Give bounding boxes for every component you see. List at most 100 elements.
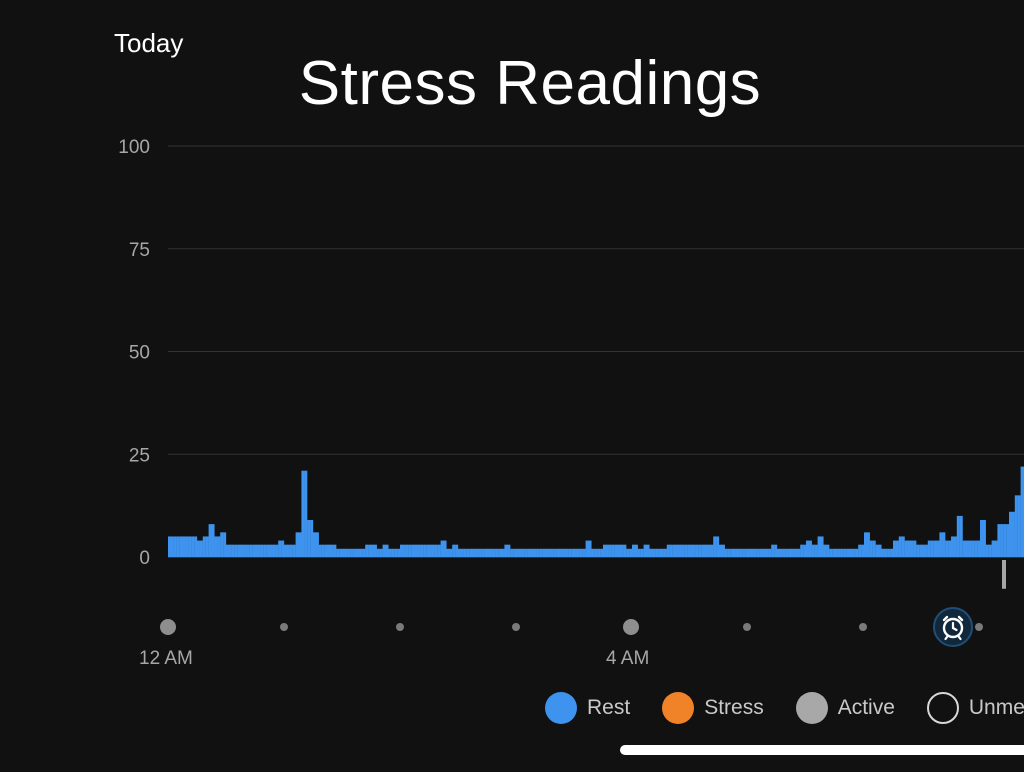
rest-bar: [347, 548, 351, 557]
rest-bar: [750, 548, 754, 557]
rest-bar: [991, 540, 995, 557]
rest-bar: [1020, 466, 1024, 557]
rest-bar: [869, 540, 873, 557]
rest-bar: [426, 544, 430, 557]
rest-bar: [498, 548, 502, 557]
rest-bar: [330, 544, 334, 557]
rest-bar: [458, 548, 462, 557]
rest-bar: [237, 544, 241, 557]
rest-bar: [730, 548, 734, 557]
hour-tick-dot: [396, 623, 404, 631]
rest-bar: [292, 544, 296, 557]
rest-bar: [663, 548, 667, 557]
rest-bar: [266, 544, 270, 557]
rest-bar: [719, 544, 723, 557]
rest-bar: [466, 548, 470, 557]
legend-item-stress: Stress: [662, 692, 764, 724]
rest-bar: [304, 470, 308, 557]
rest-bar: [278, 540, 282, 557]
y-tick-label: 0: [139, 548, 150, 569]
hour-tick-dot: [743, 623, 751, 631]
rest-bar: [855, 548, 859, 557]
rest-bar: [820, 536, 824, 557]
rest-bar: [713, 536, 717, 557]
rest-bar: [661, 548, 665, 557]
rest-bar: [408, 544, 412, 557]
rest-bar: [231, 544, 235, 557]
rest-bar: [866, 532, 870, 557]
rest-bar: [420, 544, 424, 557]
rest-bar: [759, 548, 763, 557]
rest-bar: [634, 544, 638, 557]
rest-bar: [623, 544, 627, 557]
rest-bar: [971, 540, 975, 557]
rest-bar: [475, 548, 479, 557]
rest-bar: [507, 544, 511, 557]
y-tick-label: 25: [129, 445, 150, 466]
rest-bar: [1006, 524, 1010, 557]
rest-bar: [353, 548, 357, 557]
alarm-clock-icon[interactable]: [933, 607, 973, 647]
rest-bar: [797, 548, 801, 557]
rest-bar: [553, 548, 557, 557]
rest-bar: [521, 548, 525, 557]
rest-bar: [953, 536, 957, 557]
rest-bar: [626, 548, 630, 557]
grid-lines: [168, 145, 1024, 558]
rest-bar: [739, 548, 743, 557]
rest-bar: [774, 544, 778, 557]
legend-label-stress: Stress: [704, 696, 764, 719]
rest-bar: [919, 544, 923, 557]
rest-bar: [504, 544, 508, 557]
rest-bar: [371, 544, 375, 557]
rest-bar: [243, 544, 247, 557]
rest-bar: [849, 548, 853, 557]
y-tick-label: 100: [118, 137, 150, 158]
legend-item-active: Active: [795, 692, 895, 724]
rest-bar: [965, 540, 969, 557]
legend-item-rest: Rest: [545, 692, 630, 724]
rest-bar: [672, 544, 676, 557]
rest-bar: [704, 544, 708, 557]
rest-bar: [272, 544, 276, 557]
rest-bar: [284, 544, 288, 557]
rest-bar: [327, 544, 331, 557]
time-label-4am: 4 AM: [606, 648, 650, 669]
rest-bar: [666, 544, 670, 557]
rest-bar: [208, 524, 212, 557]
rest-bar: [887, 548, 891, 557]
rest-bar: [443, 540, 447, 557]
rest-bar: [559, 548, 563, 557]
rest-bar: [434, 544, 438, 557]
rest-bar: [637, 548, 641, 557]
rest-bar: [629, 548, 633, 557]
rest-bar: [547, 548, 551, 557]
rest-bar: [692, 544, 696, 557]
rest-bar: [701, 544, 705, 557]
rest-bar: [298, 532, 302, 557]
legend-item-unmeasurable: Unmeasurable: [926, 692, 1024, 724]
rest-bar: [817, 536, 821, 557]
rest-bar: [289, 544, 293, 557]
period-label: Today: [114, 28, 184, 58]
rest-bar: [478, 548, 482, 557]
rest-bar: [901, 536, 905, 557]
home-indicator[interactable]: [620, 745, 1024, 755]
rest-bar: [588, 540, 592, 557]
rest-bar: [185, 536, 189, 557]
rest-bar: [310, 520, 314, 557]
rest-bar: [333, 544, 337, 557]
rest-bar: [806, 540, 810, 557]
rest-bar: [643, 544, 647, 557]
rest-bar: [417, 544, 421, 557]
rest-bar: [397, 548, 401, 557]
rest-bar: [985, 544, 989, 557]
rest-bar: [835, 548, 839, 557]
rest-bar: [695, 544, 699, 557]
rest-bar: [875, 544, 879, 557]
rest-bar: [501, 548, 505, 557]
rest-bar: [808, 540, 812, 557]
rest-bar: [437, 544, 441, 557]
hour-tick-dot: [512, 623, 520, 631]
